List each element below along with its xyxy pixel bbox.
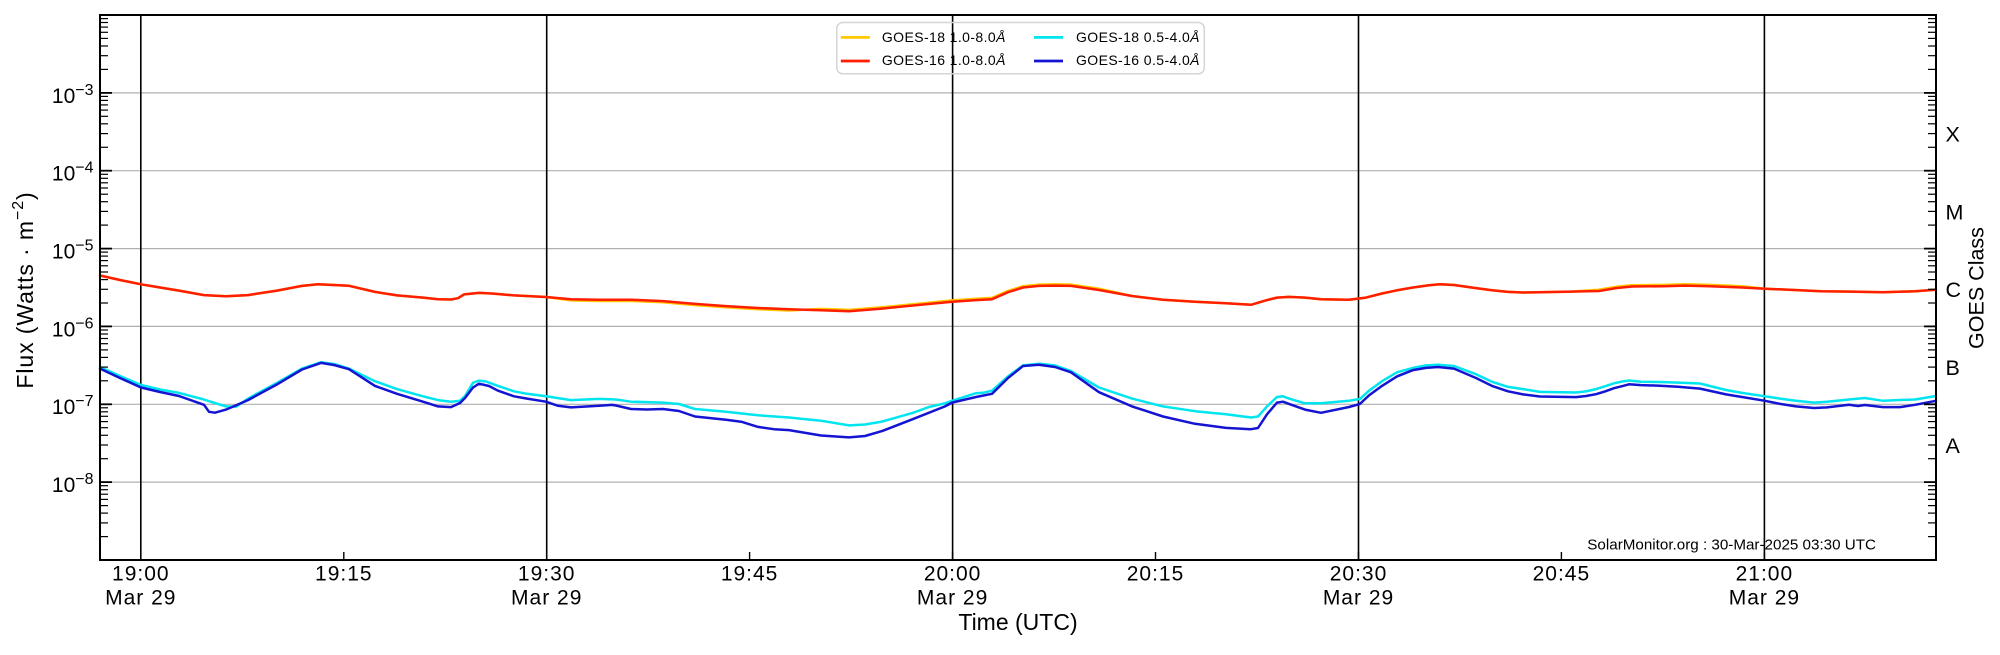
svg-text:20:15: 20:15	[1127, 563, 1185, 586]
svg-text:GOES-16 1.0-8.0Å: GOES-16 1.0-8.0Å	[882, 52, 1006, 68]
svg-text:A: A	[1946, 434, 1961, 458]
svg-text:10−8: 10−8	[52, 471, 94, 497]
svg-text:Mar 29: Mar 29	[1323, 587, 1394, 610]
svg-text:B: B	[1946, 356, 1960, 380]
svg-text:Flux (Watts · m−2): Flux (Watts · m−2)	[10, 191, 38, 388]
svg-text:Mar 29: Mar 29	[1729, 587, 1800, 610]
svg-text:X: X	[1946, 123, 1960, 147]
svg-text:C: C	[1946, 278, 1962, 302]
svg-text:Time (UTC): Time (UTC)	[958, 609, 1077, 635]
svg-text:GOES-18 1.0-8.0Å: GOES-18 1.0-8.0Å	[882, 29, 1006, 45]
svg-text:Mar 29: Mar 29	[511, 587, 582, 610]
svg-text:21:00: 21:00	[1736, 563, 1794, 586]
svg-text:GOES-18 0.5-4.0Å: GOES-18 0.5-4.0Å	[1076, 29, 1200, 45]
svg-text:19:30: 19:30	[518, 563, 576, 586]
svg-text:GOES-16 0.5-4.0Å: GOES-16 0.5-4.0Å	[1076, 52, 1200, 68]
svg-text:GOES Class: GOES Class	[1965, 227, 1989, 349]
svg-text:10−3: 10−3	[52, 82, 94, 108]
svg-text:Mar 29: Mar 29	[105, 587, 176, 610]
svg-text:Mar 29: Mar 29	[917, 587, 988, 610]
svg-text:19:00: 19:00	[112, 563, 170, 586]
svg-text:20:00: 20:00	[924, 563, 982, 586]
svg-text:19:45: 19:45	[721, 563, 779, 586]
svg-text:20:45: 20:45	[1533, 563, 1591, 586]
svg-text:20:30: 20:30	[1330, 563, 1388, 586]
svg-text:SolarMonitor.org : 30-Mar-2025: SolarMonitor.org : 30-Mar-2025 03:30 UTC	[1587, 537, 1876, 554]
svg-text:19:15: 19:15	[315, 563, 373, 586]
svg-text:M: M	[1946, 200, 1964, 224]
